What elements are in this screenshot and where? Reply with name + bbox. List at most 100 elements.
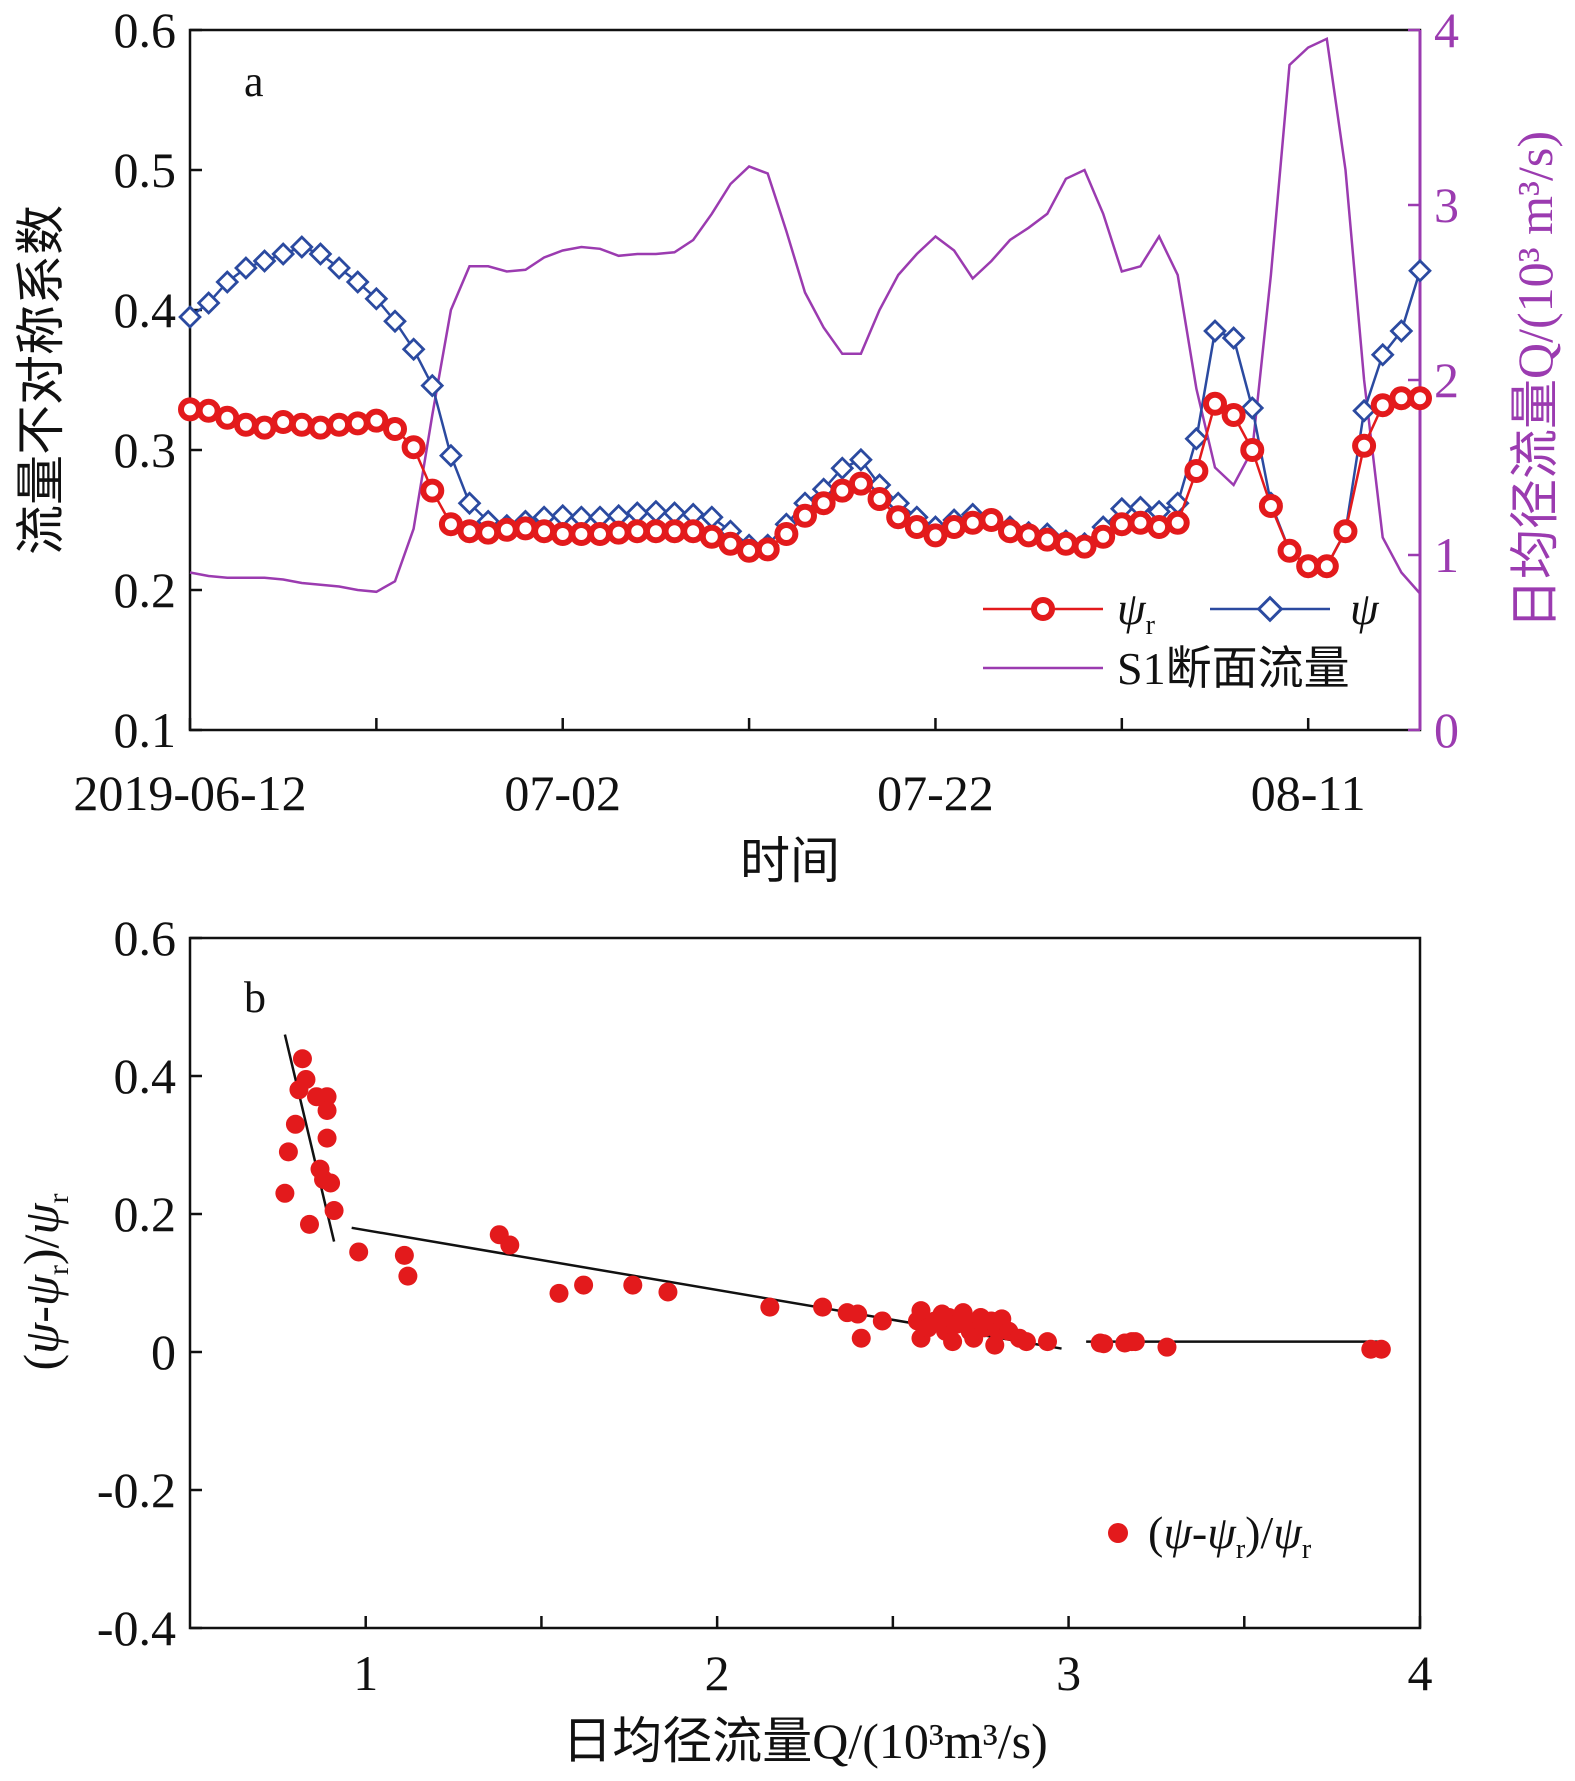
panel-a-y-tick-label: 0.3 xyxy=(114,422,177,478)
psi-point xyxy=(364,286,389,311)
psi-r-point xyxy=(699,524,724,549)
psi-point xyxy=(420,373,445,398)
psi-r-point xyxy=(1408,386,1432,411)
psi-point xyxy=(457,491,482,516)
scatter-point xyxy=(394,1245,414,1265)
psi-r-point xyxy=(979,508,1004,532)
panel-a-x-axis-title: 时间 xyxy=(740,833,840,889)
psi-r-point xyxy=(308,415,333,440)
panel-b-y-tick-label: 0.4 xyxy=(114,1048,177,1104)
panel-a-x-tick-label: 07-02 xyxy=(504,765,621,821)
psi-point xyxy=(1184,426,1209,451)
scatter-point xyxy=(658,1282,678,1302)
panel-a-label: a xyxy=(244,57,264,106)
psi-r-point xyxy=(513,516,538,541)
panel-a: a 0.1 0.2 0.3 0.4 0.5 0.6 0 1 2 3 4 2019-06-12 07-02… xyxy=(13,2,1563,889)
panel-a-series xyxy=(178,36,1432,595)
panel-a-x-tick-label: 07-22 xyxy=(877,765,994,821)
psi-r-point xyxy=(793,503,817,528)
psi-point xyxy=(1221,326,1246,350)
psi-r-point xyxy=(1258,494,1283,518)
psi-r-point xyxy=(1314,554,1339,579)
panel-b-x-tick-label: 1 xyxy=(353,1645,378,1701)
scatter-point xyxy=(911,1301,931,1321)
psi-r-point xyxy=(1240,438,1265,462)
legend-psi-r-marker xyxy=(1031,597,1055,621)
scatter-point xyxy=(398,1266,418,1286)
psi-point xyxy=(662,501,687,525)
flow-line xyxy=(189,36,1421,595)
psi-r-point xyxy=(1035,527,1060,552)
panel-b-x-tick-label: 4 xyxy=(1408,1645,1433,1701)
scatter-point xyxy=(321,1173,341,1193)
scatter-point xyxy=(500,1235,520,1255)
panel-a-plot-frame xyxy=(188,28,1422,732)
scatter-point xyxy=(275,1183,295,1203)
psi-point xyxy=(1370,342,1395,367)
panel-a-legend: ψr ψ S1断面流量 xyxy=(983,583,1380,694)
psi-point xyxy=(699,505,724,530)
panel-a-y-tick-label: 0.2 xyxy=(114,562,177,618)
panel-a-y-tick-label: 0.5 xyxy=(114,142,177,198)
psi-r-point xyxy=(1333,519,1358,544)
psi-point xyxy=(234,256,258,280)
psi-point xyxy=(439,443,463,468)
legend-psi-label: ψ xyxy=(1350,583,1380,634)
scatter-point xyxy=(760,1297,780,1317)
psi-r-point xyxy=(1072,534,1097,559)
psi-r-point xyxy=(1109,512,1134,537)
psi-r-point xyxy=(401,435,426,460)
scatter-point xyxy=(851,1328,871,1348)
scatter-point xyxy=(623,1275,643,1295)
psi-r-point xyxy=(457,519,482,544)
scatter-point xyxy=(317,1101,337,1120)
psi-r-point xyxy=(383,417,407,441)
scatter-point xyxy=(549,1283,569,1303)
psi-r-point xyxy=(1352,433,1377,458)
scatter-point xyxy=(943,1332,963,1352)
psi-point xyxy=(550,503,575,528)
psi-r-point xyxy=(1147,515,1172,539)
psi-r-point xyxy=(271,410,296,434)
psi-r-point xyxy=(233,412,258,437)
psi-r-point xyxy=(476,520,501,545)
scatter-point xyxy=(349,1242,369,1262)
panel-a-y2-tick-label: 1 xyxy=(1434,527,1459,583)
scatter-point xyxy=(574,1275,594,1295)
legend-ratio-label: (ψ-ψr)/ψr xyxy=(1148,1507,1312,1565)
psi-r-point xyxy=(643,519,668,544)
psi-r-point xyxy=(755,537,780,562)
psi-r-point xyxy=(1165,510,1190,535)
psi-r-point xyxy=(662,519,687,544)
psi-r-point xyxy=(588,522,612,546)
psi-point xyxy=(252,249,277,273)
psi-r-point xyxy=(215,405,240,430)
scatter-point xyxy=(813,1297,833,1317)
panel-a-x-tick-label: 08-11 xyxy=(1251,765,1366,821)
scatter-point xyxy=(1125,1332,1145,1352)
scatter-point xyxy=(285,1114,305,1134)
psi-point xyxy=(345,270,370,294)
panel-a-y2-tick-label: 3 xyxy=(1434,177,1459,233)
psi-r-point xyxy=(438,512,463,537)
psi-point xyxy=(178,305,202,329)
psi-point xyxy=(681,502,706,527)
panel-b-y-axis-title: (ψ-ψr)/ψr xyxy=(13,1193,75,1370)
psi-point xyxy=(625,501,650,525)
psi-r-point xyxy=(904,515,929,539)
psi-r-point xyxy=(606,520,631,545)
scatter-point xyxy=(299,1214,319,1234)
panel-b-points xyxy=(275,1049,1391,1359)
psi-r-point xyxy=(494,517,519,542)
psi-r-point xyxy=(1128,510,1153,535)
psi-point xyxy=(1389,319,1414,343)
scatter-point xyxy=(296,1069,316,1089)
panel-a-y-axis-title: 流量不对称系数 xyxy=(13,205,69,555)
psi-r-point xyxy=(1221,403,1246,427)
psi-point xyxy=(830,456,855,481)
panel-b: b -0.4 -0.2 0 0.2 0.4 0.6 1 2 3 4 日均径流量Q/(10³m³/s… xyxy=(13,910,1433,1769)
psi-r-point xyxy=(1277,538,1302,563)
psi-point xyxy=(289,235,314,259)
psi-r-point xyxy=(196,398,221,423)
